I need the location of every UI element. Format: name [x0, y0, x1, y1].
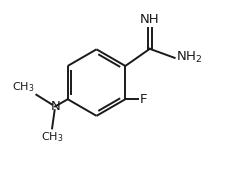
Text: NH: NH	[140, 13, 160, 26]
Text: CH$_3$: CH$_3$	[41, 130, 63, 144]
Text: NH$_2$: NH$_2$	[176, 50, 202, 65]
Text: F: F	[139, 93, 147, 106]
Text: CH$_3$: CH$_3$	[12, 80, 35, 94]
Text: N: N	[50, 100, 60, 113]
